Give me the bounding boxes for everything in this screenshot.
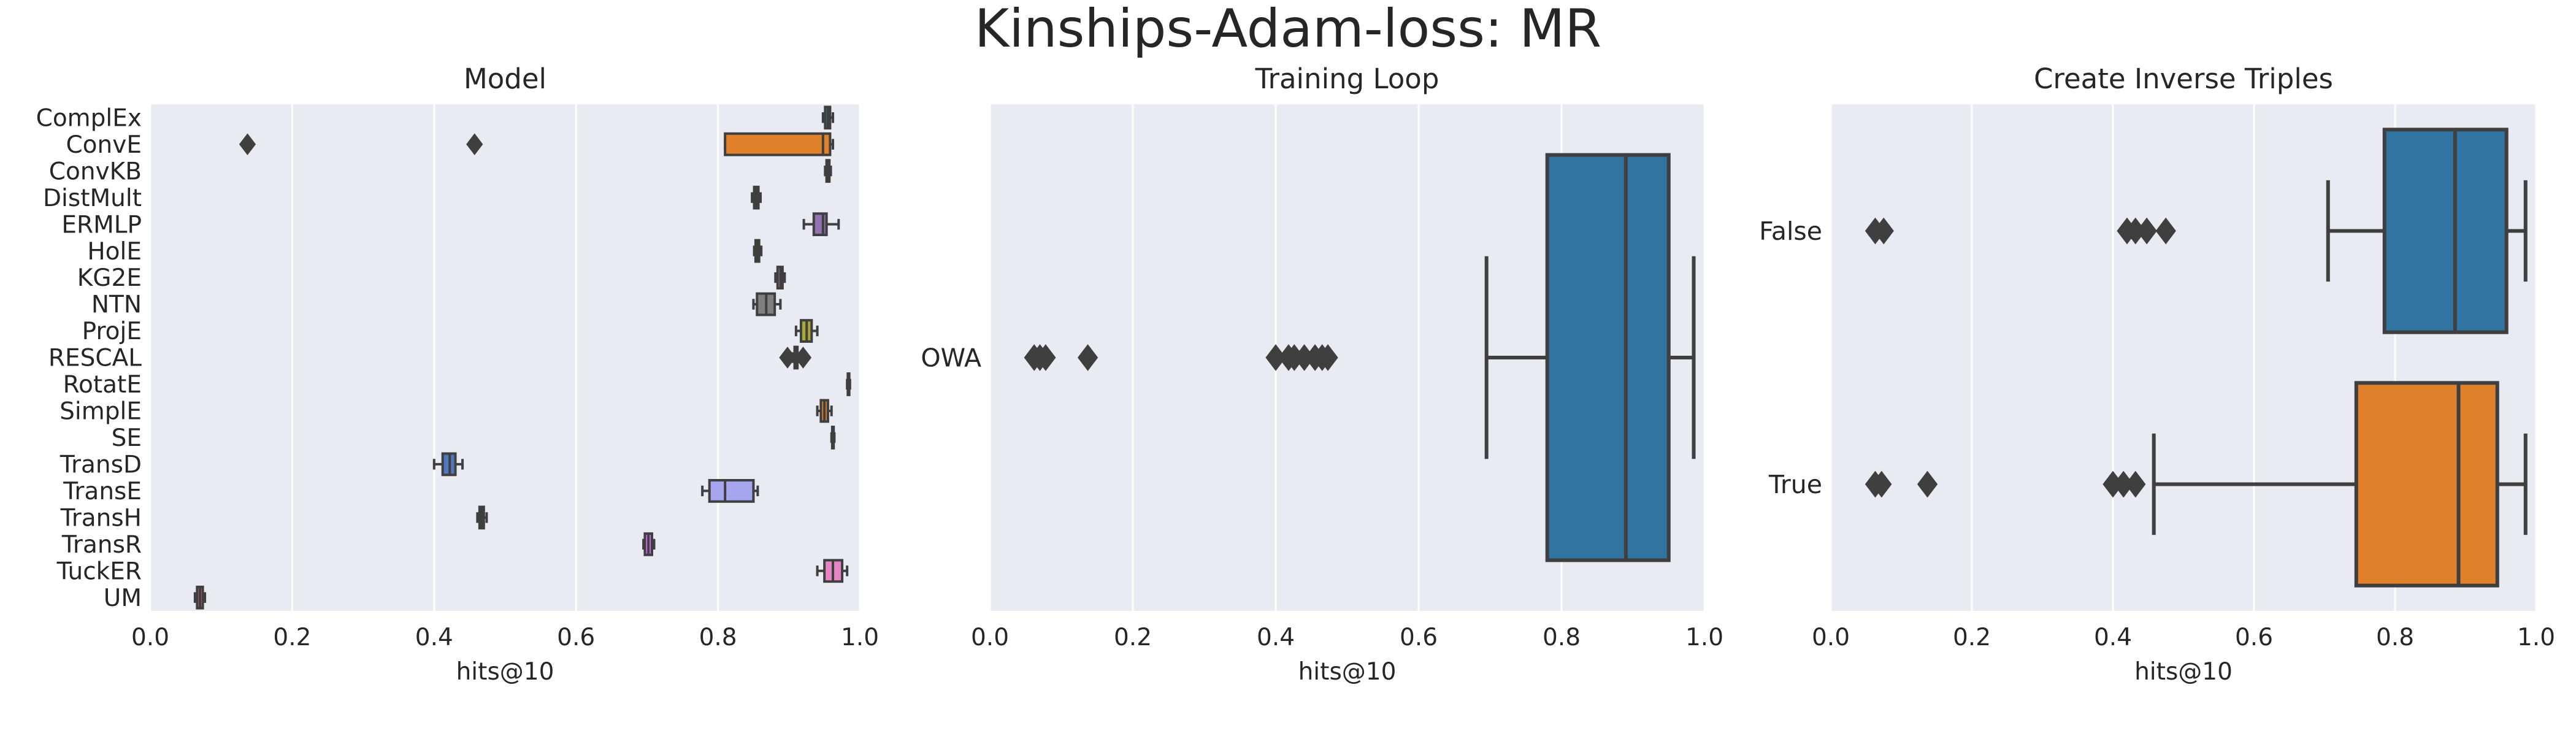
outlier-point bbox=[1871, 470, 1892, 498]
panel-create-inverse-triples: Create Inverse Triples hits@10 0.0 0.2 0.4… bbox=[1759, 63, 2555, 686]
y-tick-label: DistMult bbox=[43, 185, 142, 212]
box-transr bbox=[642, 532, 656, 556]
x-tick-label: 0.0 bbox=[1812, 624, 1850, 651]
y-tick-label: OWA bbox=[921, 343, 981, 372]
y-tick-label: ProjE bbox=[82, 318, 142, 345]
y-tick-label: ConvE bbox=[66, 131, 142, 159]
box-false bbox=[1865, 128, 2528, 334]
y-tick-label: TransR bbox=[61, 531, 142, 559]
y-tick-label: TransH bbox=[60, 504, 142, 532]
x-tick-label: 0.8 bbox=[1543, 624, 1581, 651]
x-tick-label: 0.8 bbox=[699, 624, 737, 651]
box-transe bbox=[701, 478, 759, 503]
box-um bbox=[193, 585, 207, 610]
figure-title: Kinships-Adam-loss: MR bbox=[975, 0, 1601, 59]
x-tick-label: 0.6 bbox=[557, 624, 595, 651]
panel-training-loop: Training Loop hits@10 0.0 0.2 0.4 0.6 0.8 1.0… bbox=[921, 63, 1723, 686]
box-se bbox=[830, 426, 836, 450]
x-tick-label: 0.6 bbox=[2235, 624, 2273, 651]
outlier-point bbox=[1317, 344, 1338, 371]
y-tick-label: True bbox=[1768, 470, 1822, 499]
panel-title: Training Loop bbox=[1255, 63, 1439, 95]
x-tick-label: 0.6 bbox=[1400, 624, 1438, 651]
box-transd bbox=[432, 452, 464, 477]
panel-title: Create Inverse Triples bbox=[2034, 63, 2333, 95]
y-tick-label: TransE bbox=[63, 478, 142, 505]
x-tick-label: 0.0 bbox=[971, 624, 1009, 651]
y-tick-label: NTN bbox=[91, 291, 142, 319]
box-iqr bbox=[2354, 381, 2499, 588]
box-transh bbox=[476, 505, 488, 530]
y-tick-label: SimplE bbox=[59, 398, 142, 426]
y-tick-label: TransD bbox=[59, 451, 142, 479]
y-tick-label: False bbox=[1759, 217, 1822, 246]
box-rescal bbox=[779, 345, 812, 370]
x-tick-label: 0.2 bbox=[1953, 624, 1991, 651]
outlier-point bbox=[1035, 344, 1056, 371]
box-simple bbox=[816, 399, 833, 423]
outlier-point bbox=[794, 347, 812, 369]
panel-title: Model bbox=[464, 63, 546, 95]
y-tick-label: ComplEx bbox=[36, 104, 142, 132]
y-tick-label: HolE bbox=[87, 238, 142, 266]
x-tick-label: 0.2 bbox=[1114, 624, 1152, 651]
box-complex bbox=[821, 105, 835, 130]
y-tick-label: RESCAL bbox=[48, 345, 142, 372]
box-iqr bbox=[1545, 153, 1671, 562]
x-tick-label: 0.4 bbox=[2094, 624, 2132, 651]
outlier-point bbox=[1917, 470, 1938, 498]
outlier-point bbox=[2125, 470, 2146, 498]
box-rotate bbox=[846, 372, 851, 396]
box-owa bbox=[1024, 153, 1696, 562]
outlier-point bbox=[1873, 217, 1894, 245]
box-hole bbox=[753, 239, 763, 263]
outlier-point bbox=[1077, 344, 1098, 371]
x-tick-label: 0.4 bbox=[415, 624, 453, 651]
y-tick-label: RotatE bbox=[63, 371, 142, 399]
x-axis-label: hits@10 bbox=[456, 658, 554, 686]
box-distmult bbox=[751, 185, 762, 210]
y-tick-label: TuckER bbox=[56, 558, 142, 585]
box-tucker bbox=[816, 559, 849, 583]
y-tick-label: ConvKB bbox=[49, 158, 142, 185]
outlier-point bbox=[2155, 217, 2176, 245]
box-iqr bbox=[724, 132, 832, 156]
outlier-point bbox=[239, 133, 256, 156]
x-tick-label: 1.0 bbox=[841, 624, 879, 651]
box-ermlp bbox=[802, 212, 840, 237]
x-tick-label: 0.2 bbox=[273, 624, 311, 651]
box-iqr bbox=[2382, 128, 2509, 334]
box-iqr bbox=[708, 478, 755, 503]
box-conve bbox=[239, 132, 835, 156]
box-true bbox=[1865, 381, 2528, 588]
box-iqr bbox=[812, 212, 828, 237]
x-axis-label: hits@10 bbox=[1298, 658, 1397, 686]
x-tick-label: 0.8 bbox=[2376, 624, 2414, 651]
outlier-point bbox=[2136, 217, 2157, 245]
box-kg2e bbox=[774, 266, 786, 289]
box-convkb bbox=[824, 159, 832, 183]
x-tick-label: 0.0 bbox=[131, 624, 169, 651]
y-tick-label: SE bbox=[112, 424, 142, 452]
plot-area bbox=[150, 104, 860, 611]
box-ntn bbox=[752, 292, 782, 316]
x-tick-label: 0.4 bbox=[1257, 624, 1295, 651]
y-tick-label: UM bbox=[104, 585, 142, 612]
x-axis-label: hits@10 bbox=[2134, 658, 2233, 686]
outlier-point bbox=[779, 347, 796, 369]
x-tick-label: 1.0 bbox=[2517, 624, 2555, 651]
box-proje bbox=[794, 319, 819, 343]
y-tick-label: ERMLP bbox=[61, 211, 142, 239]
outlier-point bbox=[466, 133, 483, 156]
x-tick-label: 1.0 bbox=[1685, 624, 1723, 651]
panel-model: Model hits@10 0.0 0.2 0.4 0.6 0.8 1.0ComplExC… bbox=[36, 63, 879, 686]
y-tick-label: KG2E bbox=[77, 264, 142, 292]
